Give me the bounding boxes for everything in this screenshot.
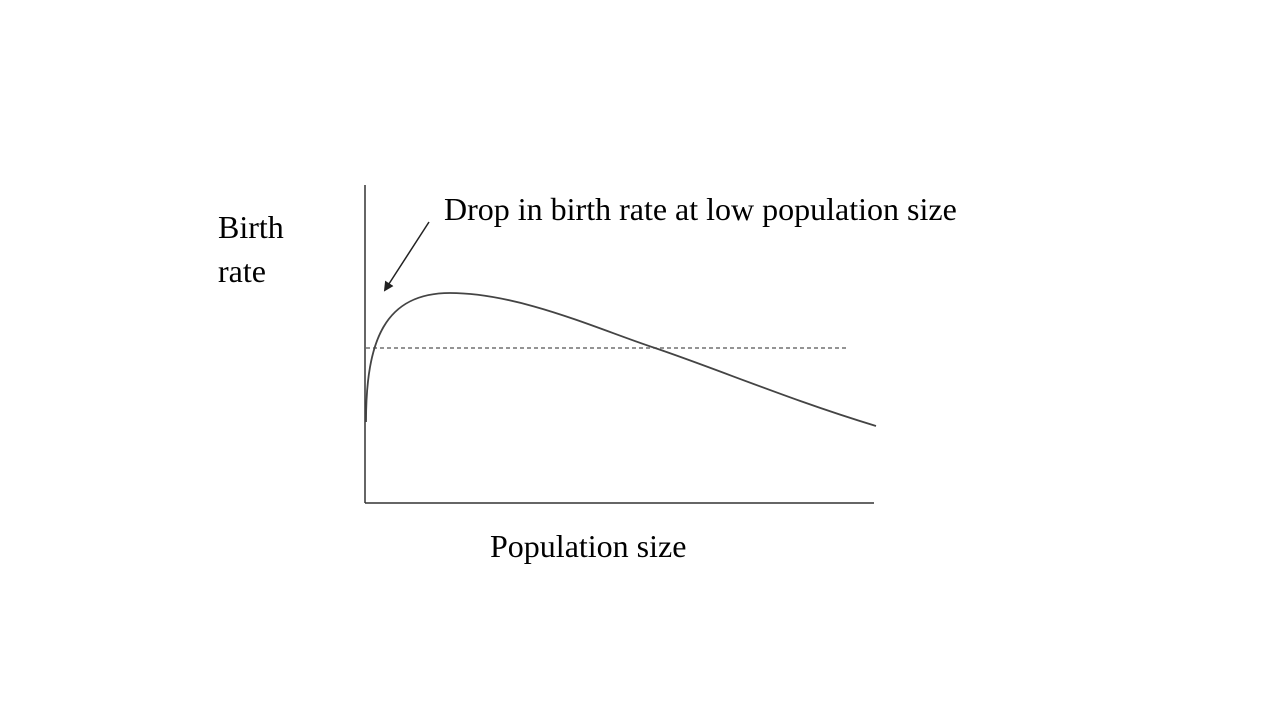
y-axis-label: Birth rate	[218, 205, 284, 293]
birth-rate-curve	[365, 292, 877, 427]
annotation-text: Drop in birth rate at low population siz…	[444, 191, 957, 227]
annotation-arrow	[383, 221, 430, 292]
x-axis-label: Population size	[490, 528, 687, 564]
y-axis-label-line-2: rate	[218, 253, 266, 289]
y-axis-label-line-1: Birth	[218, 209, 284, 245]
